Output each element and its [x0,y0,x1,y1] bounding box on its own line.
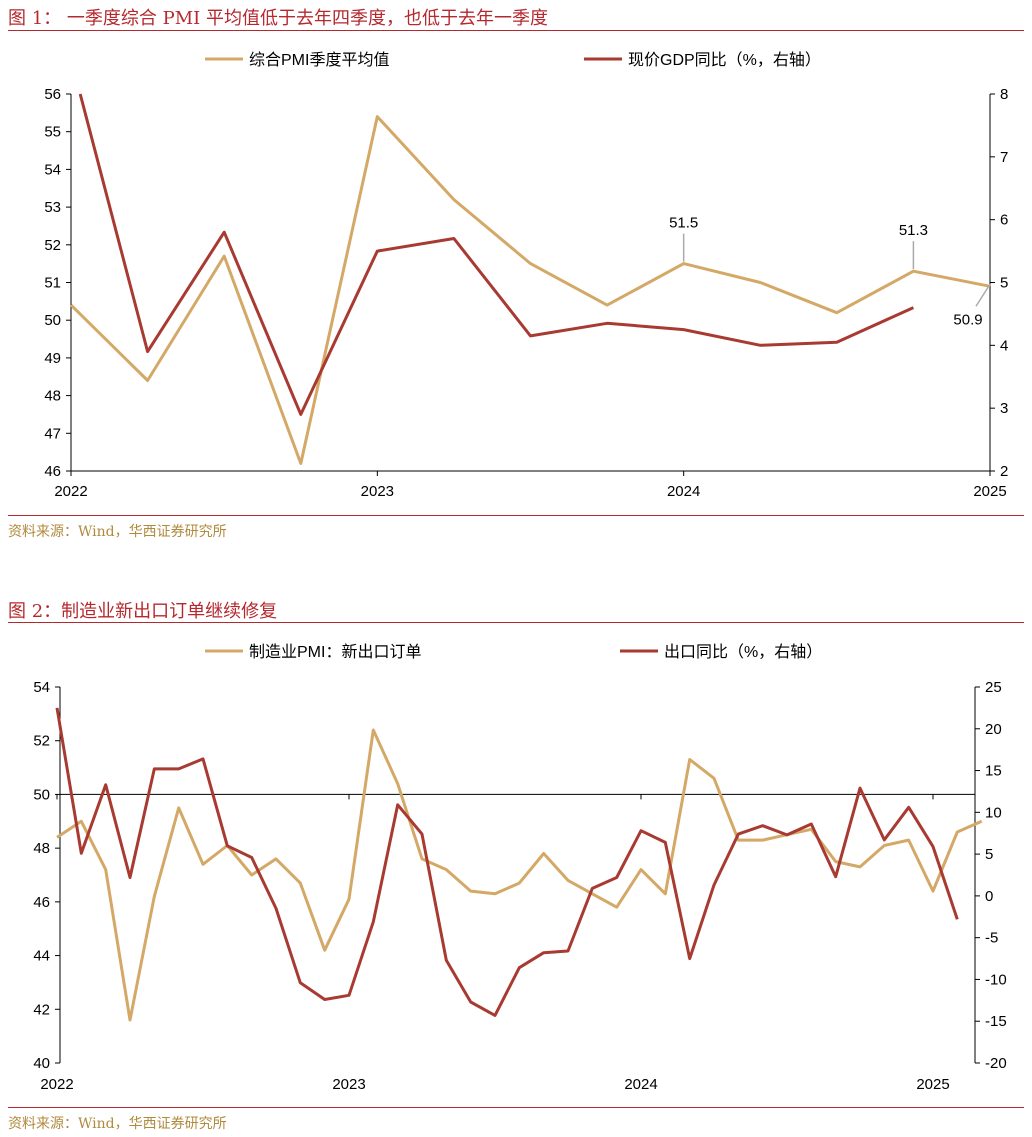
chart-2-right-tick-label: 10 [985,804,1002,821]
chart-2-x-tick-label: 2022 [40,1076,73,1093]
figure-1-source-rule [8,515,1024,516]
chart-2: 制造业PMI：新出口订单 出口同比（%，右轴） 4042444648505254-… [33,643,1006,1093]
chart-1-annotations: 51.5 51.3 50.9 [669,215,991,328]
chart-1-left-tick-label: 46 [44,463,61,480]
chart-1-series-line-2 [78,93,915,416]
chart-1-x-tick-label: 2024 [667,483,700,500]
chart-2-x-tick-label: 2023 [332,1076,365,1093]
figure-2-source-rule [8,1107,1024,1108]
chart-1-x-tick-label: 2023 [361,483,394,500]
chart-2-right-tick-label: 25 [985,679,1002,696]
chart-2-left-tick-label: 40 [33,1055,50,1072]
chart-2-right-tick-label: -10 [985,971,1007,988]
chart-2-left-tick-label: 52 [33,733,50,750]
chart-2-series [55,707,983,1022]
chart-1-x-tick-label: 2022 [54,483,87,500]
figure-1-source: 资料来源：Wind，华西证券研究所 [8,524,227,540]
chart-1-left-tick-label: 52 [44,237,61,254]
figure-2-source: 资料来源：Wind，华西证券研究所 [8,1116,227,1132]
chart-2-series-line-1 [56,728,983,1022]
chart-2-left-tick-label: 44 [33,948,50,965]
chart-1-left-tick-label: 49 [44,350,61,367]
chart-1-annotation-label: 50.9 [953,311,982,328]
figure-2-title-rule [8,622,1024,623]
chart-2-left-tick-label: 46 [33,894,50,911]
chart-2-legend-label-2: 出口同比（%，右轴） [664,643,822,661]
chart-1-left-tick-label: 51 [44,275,61,292]
chart-1-annotation-label: 51.3 [899,222,928,239]
chart-2-right-tick-label: -5 [985,930,998,947]
chart-1-left-tick-label: 47 [44,425,61,442]
figure-1-title-rule [8,30,1024,31]
chart-1-series [69,93,991,465]
chart-2-left-tick-label: 42 [33,1001,50,1018]
chart-2-x-tick-label: 2025 [916,1076,949,1093]
chart-1-right-tick-label: 7 [1000,149,1008,166]
chart-1-right-tick-label: 8 [1000,86,1008,103]
chart-1-series-line-1 [69,115,991,465]
chart-2-axes: 4042444648505254-20-15-10-50510152025202… [33,679,1006,1093]
chart-2-legend: 制造业PMI：新出口订单 出口同比（%，右轴） [205,643,822,661]
figure-2-title: 图 2：制造业新出口订单继续修复 [8,601,278,622]
chart-2-x-tick-label: 2024 [624,1076,657,1093]
chart-1-legend: 综合PMI季度平均值 现价GDP同比（%，右轴） [205,51,821,69]
chart-2-right-tick-label: 15 [985,763,1002,780]
chart-1-left-tick-label: 54 [44,161,61,178]
chart-1-x-tick-label: 2025 [973,483,1006,500]
chart-1-annotation-label: 51.5 [669,215,698,232]
chart-1-left-tick-label: 50 [44,312,61,329]
chart-2-right-tick-label: 20 [985,721,1002,738]
chart-2-right-tick-label: -15 [985,1013,1007,1030]
chart-2-legend-label-1: 制造业PMI：新出口订单 [249,643,421,661]
chart-2-left-tick-label: 48 [33,840,50,857]
chart-2-series-line-2 [55,707,959,1017]
chart-1-left-tick-label: 55 [44,124,61,141]
chart-2-right-tick-label: 5 [985,846,993,863]
chart-1-left-tick-label: 53 [44,199,61,216]
chart-1-right-tick-label: 4 [1000,337,1008,354]
chart-1: 综合PMI季度平均值 现价GDP同比（%，右轴） 4647484950515253… [44,51,1008,500]
chart-2-right-tick-label: -20 [985,1055,1007,1072]
chart-1-right-tick-label: 3 [1000,400,1008,417]
chart-1-left-tick-label: 48 [44,388,61,405]
chart-1-right-tick-label: 2 [1000,463,1008,480]
chart-1-legend-label-1: 综合PMI季度平均值 [249,51,389,69]
chart-2-left-tick-label: 54 [33,679,50,696]
chart-1-right-tick-label: 6 [1000,212,1008,229]
chart-1-annotation-leader [975,283,991,307]
figure-1-title: 图 1： 一季度综合 PMI 平均值低于去年四季度，也低于去年一季度 [8,8,548,29]
chart-2-left-tick-label: 50 [33,786,50,803]
chart-1-left-tick-label: 56 [44,86,61,103]
chart-2-right-tick-label: 0 [985,888,993,905]
chart-1-legend-label-2: 现价GDP同比（%，右轴） [628,51,821,69]
chart-1-right-tick-label: 5 [1000,275,1008,292]
